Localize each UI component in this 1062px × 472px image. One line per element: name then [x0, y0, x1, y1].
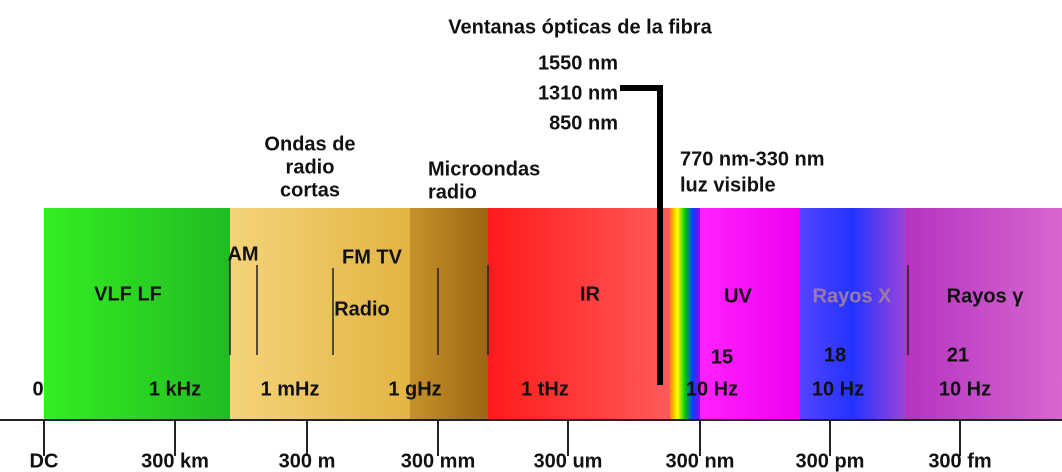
frequency-label: 1 gHz [388, 378, 441, 400]
band-label: FM TV [342, 246, 403, 268]
window-label: 1550 nm [538, 52, 618, 74]
exponent: 21 [947, 344, 969, 366]
frequency-label: 1 tHz [521, 378, 569, 400]
band-label: AM [227, 243, 258, 265]
band-brown [410, 208, 488, 420]
frequency-label: 0 [32, 378, 43, 400]
title: Ventanas ópticas de la fibra [448, 16, 712, 38]
wavelength-label: 300 mm [401, 450, 476, 472]
band-label: IR [580, 283, 601, 305]
window-label: 850 nm [549, 112, 618, 134]
band-label: UV [724, 285, 752, 307]
frequency-label: 10 Hz [812, 378, 864, 400]
region-label: radio [286, 156, 335, 178]
band-blue [800, 208, 905, 420]
region-label: radio [428, 181, 477, 203]
band-yellow [230, 208, 410, 420]
frequency-label: 1 kHz [149, 378, 201, 400]
region-label: cortas [280, 179, 340, 201]
exponent: 15 [711, 346, 733, 368]
wavelength-label: 300 m [279, 450, 336, 472]
band-visible [670, 208, 700, 420]
band-magenta [700, 208, 800, 420]
region-label: Microondas [428, 158, 540, 180]
frequency-label: 1 mHz [261, 378, 320, 400]
region-label: luz visible [680, 174, 776, 196]
band-label: VLF LF [94, 283, 162, 305]
wavelength-label: 300 fm [928, 450, 991, 472]
region-label: 770 nm-330 nm [680, 148, 825, 170]
ticks [43, 420, 961, 456]
window-pointer [620, 85, 663, 385]
band-red [488, 208, 670, 420]
band-purple [905, 208, 1062, 420]
exponent: 18 [824, 344, 846, 366]
frequency-label: 10 Hz [686, 378, 738, 400]
wavelength-label: 300 km [141, 450, 209, 472]
wavelength-label: DC [30, 450, 59, 472]
band-label: Rayos X [813, 285, 893, 307]
band-green [44, 208, 230, 420]
dividers [229, 258, 909, 355]
band-label: Radio [334, 298, 390, 320]
frequency-label: 10 Hz [939, 378, 991, 400]
window-label: 1310 nm [538, 82, 618, 104]
wavelength-label: 300 um [534, 450, 603, 472]
region-label: Ondas de [264, 133, 355, 155]
wavelength-label: 300 pm [796, 450, 865, 472]
spectrum-band [44, 208, 1062, 420]
band-label: Rayos γ [947, 285, 1025, 307]
wavelength-label: 300 nm [666, 450, 735, 472]
